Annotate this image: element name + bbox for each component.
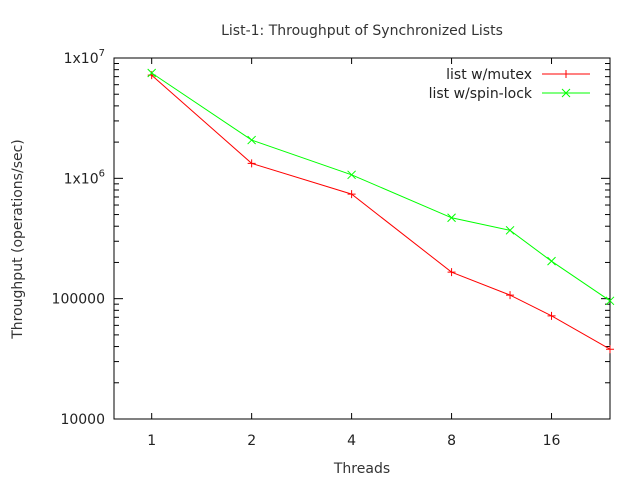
y-tick-label-base: 10000 <box>60 412 105 428</box>
data-point-mutex <box>606 345 614 354</box>
data-point-spin-lock <box>447 213 456 223</box>
y-tick-label-base: 100000 <box>52 292 105 308</box>
data-point-spin-lock <box>347 170 356 180</box>
data-point-spin-lock <box>147 68 157 78</box>
y-tick-label: 100000 <box>52 292 105 308</box>
series-line-mutex <box>151 74 611 350</box>
y-tick-label-base: 1x10 <box>64 171 99 187</box>
y-tick-label-exponent: 7 <box>99 48 105 59</box>
y-tick-label: 1x107 <box>64 48 105 67</box>
x-tick-label: 4 <box>347 433 356 449</box>
x-tick-label: 16 <box>543 433 561 449</box>
y-tick-label-exponent: 6 <box>99 168 105 179</box>
data-point-spin-lock <box>547 256 556 266</box>
data-point-mutex <box>247 159 256 168</box>
data-point-mutex <box>506 291 515 300</box>
legend-label-spin-lock: list w/spin-lock <box>429 86 533 102</box>
data-point-mutex <box>347 190 356 199</box>
x-tick-label: 8 <box>447 433 456 449</box>
x-tick-label: 2 <box>247 433 256 449</box>
data-point-mutex <box>562 70 570 78</box>
y-tick-label: 1x106 <box>64 168 105 187</box>
data-point-spin-lock <box>505 225 515 235</box>
x-axis-label: Threads <box>333 461 390 477</box>
y-axis-label: Throughput (operations/sec) <box>10 139 26 340</box>
series-line-spin-lock <box>151 72 611 302</box>
plot-frame <box>113 57 611 420</box>
chart-title: List-1: Throughput of Synchronized Lists <box>221 23 503 39</box>
data-point-mutex <box>447 268 456 277</box>
y-tick-label-base: 1x10 <box>64 51 99 67</box>
data-point-spin-lock <box>247 135 257 145</box>
x-tick-label: 1 <box>147 433 156 449</box>
data-point-spin-lock <box>605 296 615 306</box>
data-point-spin-lock <box>561 88 571 98</box>
legend-label-mutex: list w/mutex <box>446 67 532 83</box>
data-point-mutex <box>547 311 556 320</box>
y-tick-label: 10000 <box>60 412 105 428</box>
